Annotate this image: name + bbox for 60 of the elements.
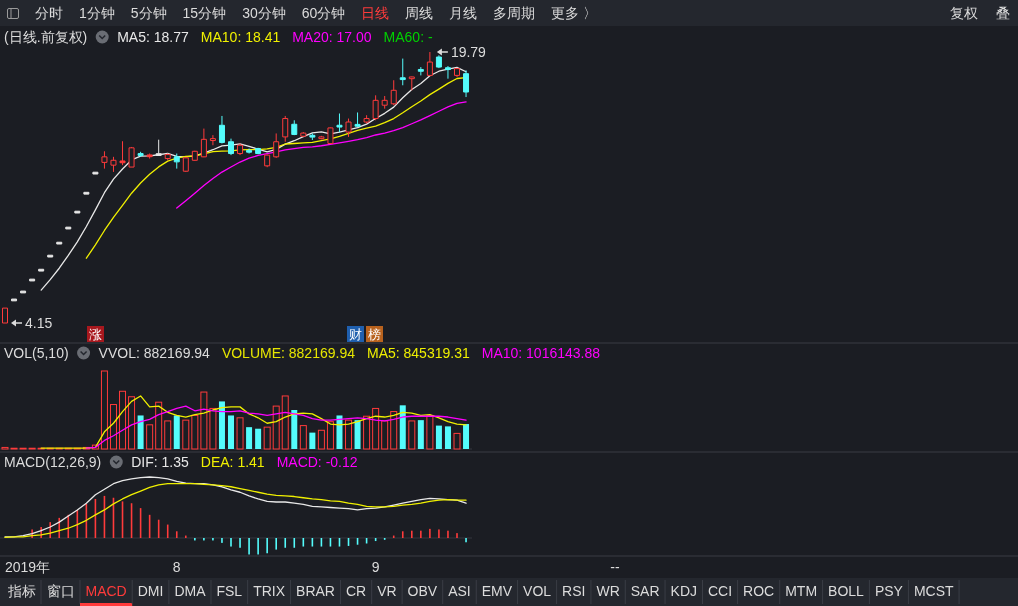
text: 5分钟 [130, 5, 167, 21]
text: PSY [874, 583, 904, 599]
text: 多周期 [493, 5, 536, 21]
text: 月线 [449, 5, 478, 21]
text: WR [596, 583, 620, 599]
annotation: 19.79 [450, 44, 487, 60]
series-label: DIF: 1.35 [131, 454, 190, 470]
text: MA10: 1016143.88 [481, 345, 601, 361]
text: VVOL: 882169.94 [98, 345, 211, 361]
text: 2019年 [5, 559, 51, 575]
series-label: DEA: 1.41 [200, 454, 265, 470]
text: MTM [785, 583, 818, 599]
text: EMV [481, 583, 513, 599]
text: MA10: 18.41 [200, 29, 281, 45]
chart-title: VOL(5,10) [4, 345, 69, 361]
text: 1分钟 [79, 5, 115, 21]
annotation: 4.15 [25, 315, 53, 331]
text: 复权 [950, 5, 978, 21]
text: FSL [216, 583, 243, 599]
text: ROC [743, 583, 775, 599]
text: 叠 [996, 5, 1010, 21]
text: -- [610, 559, 620, 575]
chart-title: (日线.前复权) [4, 29, 88, 45]
text: OBV [407, 583, 438, 599]
text: 30分钟 [242, 5, 286, 21]
text: BOLL [828, 583, 865, 599]
text: MA60: - [383, 29, 433, 45]
text: 更多 〉 [551, 5, 598, 21]
text: 指标 [6, 583, 36, 599]
text: ASI [448, 583, 471, 599]
text: DMA [174, 583, 207, 599]
chart-title: MACD(12,26,9) [4, 454, 102, 470]
text: 60分钟 [301, 5, 346, 21]
text: MACD [85, 583, 127, 599]
text: TRIX [253, 583, 286, 599]
text: VOLUME: 882169.94 [221, 345, 356, 361]
text: DMI [137, 583, 164, 599]
text: VR [377, 583, 397, 599]
text: 榜 [368, 327, 381, 342]
text: MA5: 18.77 [117, 29, 190, 45]
text: 分时 [35, 5, 63, 21]
text: MA20: 17.00 [292, 29, 372, 45]
text: 涨 [89, 327, 102, 342]
text: MACD: -0.12 [276, 454, 358, 470]
text: 日线 [361, 5, 390, 21]
text: 财 [349, 327, 362, 342]
text: MA5: 845319.31 [366, 345, 470, 361]
text: SAR [630, 583, 660, 599]
text: CR [345, 583, 367, 599]
text: CCI [708, 583, 733, 599]
text: MCST [913, 583, 955, 599]
text: BRAR [296, 583, 335, 599]
text: VOL [523, 583, 552, 599]
text: KDJ [670, 583, 698, 599]
x-tick-label: 8 [172, 559, 181, 575]
text: 窗口 [46, 583, 75, 599]
text: RSI [562, 583, 586, 599]
x-tick-label: 9 [371, 559, 380, 575]
text: 15分钟 [182, 5, 227, 21]
text: 周线 [405, 5, 434, 21]
